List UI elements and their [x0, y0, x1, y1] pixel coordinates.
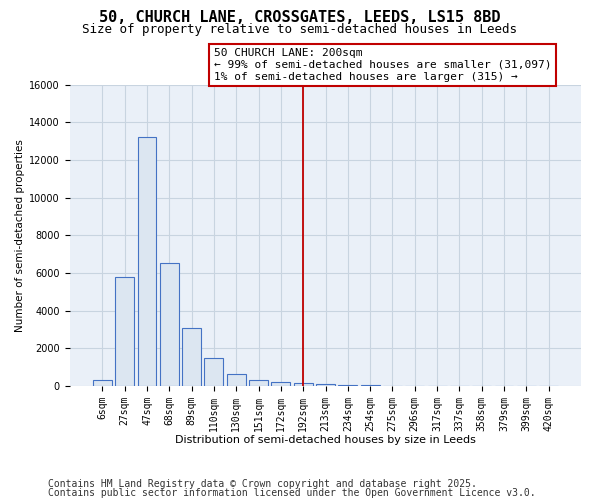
Bar: [205, 358, 223, 386]
Bar: [93, 380, 112, 386]
Bar: [160, 264, 179, 386]
Bar: [137, 138, 157, 386]
Bar: [249, 380, 268, 386]
Bar: [115, 276, 134, 386]
Text: 50 CHURCH LANE: 200sqm
← 99% of semi-detached houses are smaller (31,097)
1% of : 50 CHURCH LANE: 200sqm ← 99% of semi-det…: [214, 48, 551, 82]
Bar: [182, 328, 201, 386]
Text: 50, CHURCH LANE, CROSSGATES, LEEDS, LS15 8BD: 50, CHURCH LANE, CROSSGATES, LEEDS, LS15…: [99, 10, 501, 25]
Bar: [271, 382, 290, 386]
Bar: [294, 383, 313, 386]
Bar: [338, 385, 358, 386]
Bar: [227, 374, 246, 386]
X-axis label: Distribution of semi-detached houses by size in Leeds: Distribution of semi-detached houses by …: [175, 435, 476, 445]
Bar: [316, 384, 335, 386]
Text: Size of property relative to semi-detached houses in Leeds: Size of property relative to semi-detach…: [83, 22, 517, 36]
Text: Contains HM Land Registry data © Crown copyright and database right 2025.: Contains HM Land Registry data © Crown c…: [48, 479, 477, 489]
Y-axis label: Number of semi-detached properties: Number of semi-detached properties: [15, 139, 25, 332]
Text: Contains public sector information licensed under the Open Government Licence v3: Contains public sector information licen…: [48, 488, 536, 498]
